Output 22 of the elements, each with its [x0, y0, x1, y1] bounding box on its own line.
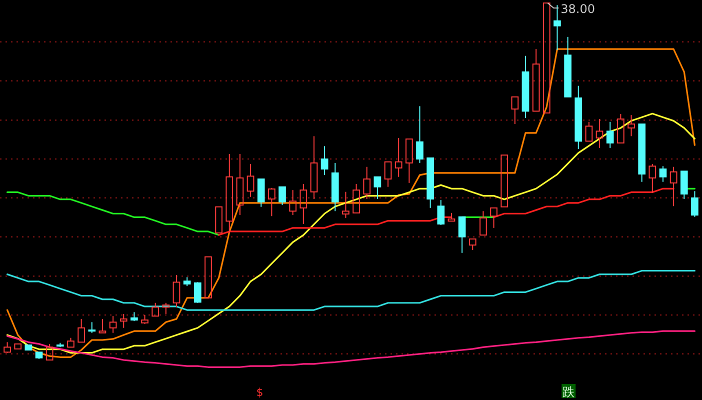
candlestick	[628, 114, 635, 137]
candlestick	[670, 166, 678, 207]
candlestick	[310, 136, 318, 200]
candlestick	[120, 313, 128, 328]
candlestick	[331, 162, 339, 212]
candlestick	[659, 166, 667, 182]
candlestick	[522, 55, 530, 118]
candlestick	[320, 146, 328, 176]
candlestick	[109, 316, 117, 334]
candlestick	[574, 85, 582, 150]
candlestick	[606, 121, 614, 148]
candlestick	[236, 154, 244, 216]
text: 跌	[562, 385, 575, 399]
candlestick	[596, 118, 604, 148]
text: $	[256, 386, 264, 399]
annotation: 38.00	[560, 2, 596, 16]
candlestick	[226, 154, 234, 234]
candlestick	[363, 166, 371, 200]
candlestick	[246, 164, 254, 198]
candlestick	[554, 4, 561, 51]
candlestick	[300, 184, 308, 224]
candlestick	[394, 137, 402, 178]
